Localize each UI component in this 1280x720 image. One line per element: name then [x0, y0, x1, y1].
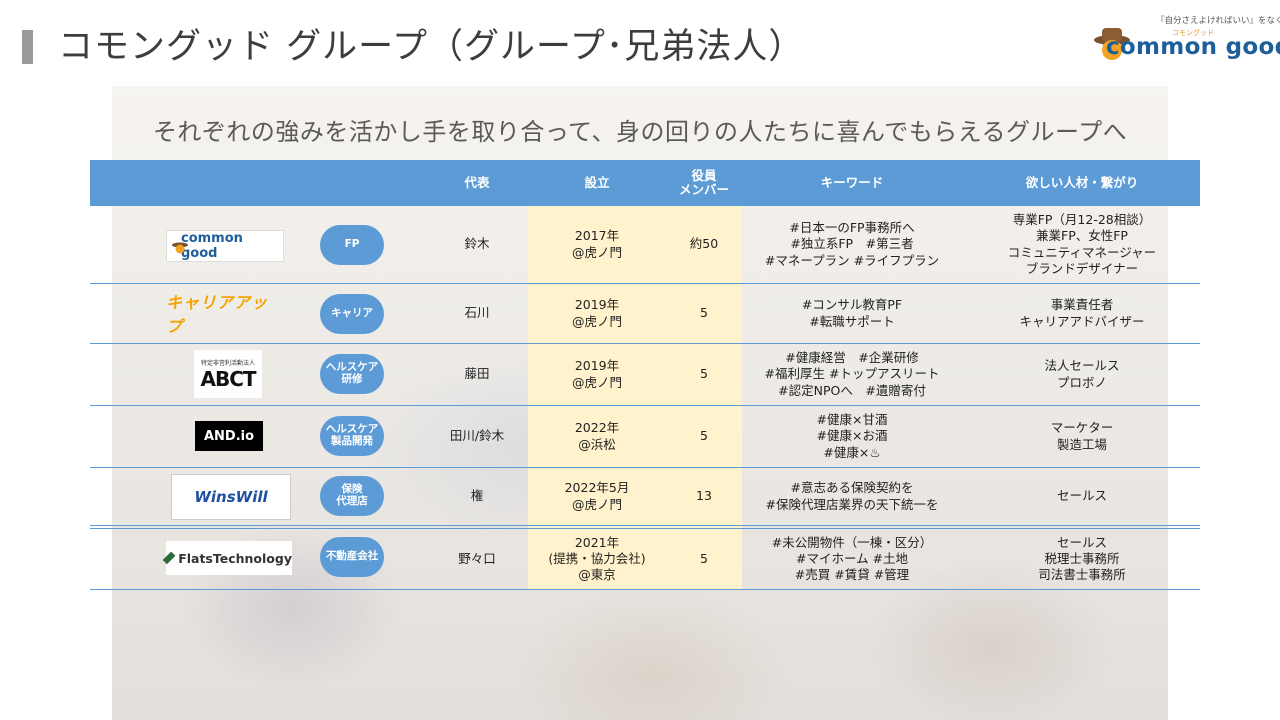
table-row: WinsWill 保険 代理店 権 2022年5月 @虎ノ門 13 #意志ある保…: [90, 468, 1200, 526]
table-row: common good FP 鈴木 2017年 @虎ノ門 約50 #日本一のFP…: [90, 206, 1200, 284]
cell-representative: 石川: [464, 305, 490, 321]
cell-members: 5: [700, 428, 708, 444]
row-logo-text: ABCT: [200, 366, 256, 391]
header-keywords: キーワード: [820, 174, 884, 190]
cell-representative: 鈴木: [464, 236, 490, 252]
cell-established: 2017年 @虎ノ門: [571, 228, 622, 260]
header-members: 役員 メンバー: [678, 167, 729, 197]
cell-members: 5: [700, 550, 708, 566]
hat-icon: [172, 242, 188, 254]
category-badge: ヘルスケア 研修: [320, 354, 384, 394]
group-table: 代表 設立 役員 メンバー キーワード 欲しい人材・繋がり common goo…: [90, 160, 1200, 590]
cell-representative: 田川/鈴木: [449, 428, 505, 444]
brand-logo: 『自分さえよければいい』をなくす コモングッド common good: [1092, 12, 1280, 60]
cell-keywords: #未公開物件（一棟・区分） #マイホーム #土地 #売買 #賃貸 #管理: [771, 534, 933, 583]
row-logo-career-up: キャリアアップ: [166, 293, 269, 336]
brand-kana: コモングッド: [1172, 29, 1214, 37]
cell-keywords: #意志ある保険契約を #保険代理店業界の天下統一を: [765, 480, 939, 512]
hat-icon: [1094, 28, 1130, 60]
cell-keywords: #健康経営 #企業研修 #福利厚生 #トップアスリート #認定NPOへ #遺贈寄…: [764, 350, 940, 398]
row-logo-abct: 特定非営利活動法人 ABCT: [194, 350, 262, 398]
table-row: キャリアアップ キャリア 石川 2019年 @虎ノ門 5 #コンサル教育PF #…: [90, 284, 1200, 344]
cell-keywords: #健康×甘酒 #健康×お酒 #健康×♨: [816, 412, 888, 460]
cell-representative: 藤田: [464, 366, 490, 382]
row-logo-winswill: WinsWill: [171, 474, 291, 520]
brand-tagline: 『自分さえよければいい』をなくす: [1156, 16, 1280, 26]
row-logo-flats-technology: FlatsTechnology: [162, 541, 292, 575]
category-badge: キャリア: [320, 294, 384, 334]
row-logo-text: FlatsTechnology: [178, 550, 292, 566]
cell-members: 約50: [689, 236, 719, 252]
title-accent-bar: [22, 30, 33, 64]
cell-wanted: セールス: [1056, 488, 1107, 504]
cell-wanted: 専業FP（月12-28相談） 兼業FP、女性FP コミュニティマネージャー ブラ…: [1007, 212, 1157, 276]
cell-established: 2021年 (提携・協力会社) @東京: [548, 534, 646, 583]
table-row: AND.io ヘルスケア 製品開発 田川/鈴木 2022年 @浜松 5 #健康×…: [90, 406, 1200, 468]
table-header: 代表 設立 役員 メンバー キーワード 欲しい人材・繋がり: [90, 160, 1200, 206]
cell-representative: 権: [470, 488, 484, 504]
cell-wanted: 事業責任者 キャリアアドバイザー: [1019, 297, 1145, 329]
table-row: 特定非営利活動法人 ABCT ヘルスケア 研修 藤田 2019年 @虎ノ門 5 …: [90, 344, 1200, 406]
cell-members: 5: [700, 305, 708, 321]
header-established: 設立: [584, 174, 610, 190]
cell-established: 2022年 @浜松: [574, 420, 620, 452]
cell-established: 2019年 @虎ノ門: [571, 358, 622, 390]
header-wanted: 欲しい人材・繋がり: [1025, 174, 1139, 190]
cell-established: 2019年 @虎ノ門: [571, 297, 622, 329]
category-badge: 不動産会社: [320, 537, 384, 577]
category-badge: 保険 代理店: [320, 476, 384, 516]
subtitle: それぞれの強みを活かし手を取り合って、身の回りの人たちに喜んでもらえるグループへ: [152, 118, 1128, 146]
row-logo-small-text: 特定非営利活動法人: [200, 359, 255, 367]
category-badge: FP: [320, 225, 384, 265]
cell-established: 2022年5月 @虎ノ門: [564, 480, 630, 512]
cell-members: 13: [696, 488, 712, 504]
category-badge: ヘルスケア 製品開発: [320, 416, 384, 456]
table-row: FlatsTechnology 不動産会社 野々口 2021年 (提携・協力会社…: [90, 528, 1200, 590]
cell-keywords: #日本一のFP事務所へ #独立系FP #第三者 #マネープラン #ライフプラン: [764, 220, 940, 268]
brand-wordmark: common good: [1106, 34, 1280, 60]
cell-members: 5: [700, 366, 708, 382]
row-logo-and-io: AND.io: [195, 421, 263, 451]
cell-representative: 野々口: [458, 550, 496, 566]
cell-wanted: セールス 税理士事務所 司法書士事務所: [1038, 534, 1126, 583]
row-logo-text: common good: [181, 231, 243, 261]
cell-keywords: #コンサル教育PF #転職サポート: [801, 297, 903, 329]
flats-mark-icon: [162, 551, 176, 565]
page-title: コモングッド グループ（グループ･兄弟法人）: [58, 27, 805, 67]
cell-wanted: 法人セールス プロボノ: [1044, 358, 1120, 390]
header-representative: 代表: [464, 174, 490, 190]
cell-wanted: マーケター 製造工場: [1050, 420, 1114, 452]
row-logo-common-good: common good: [166, 230, 284, 262]
